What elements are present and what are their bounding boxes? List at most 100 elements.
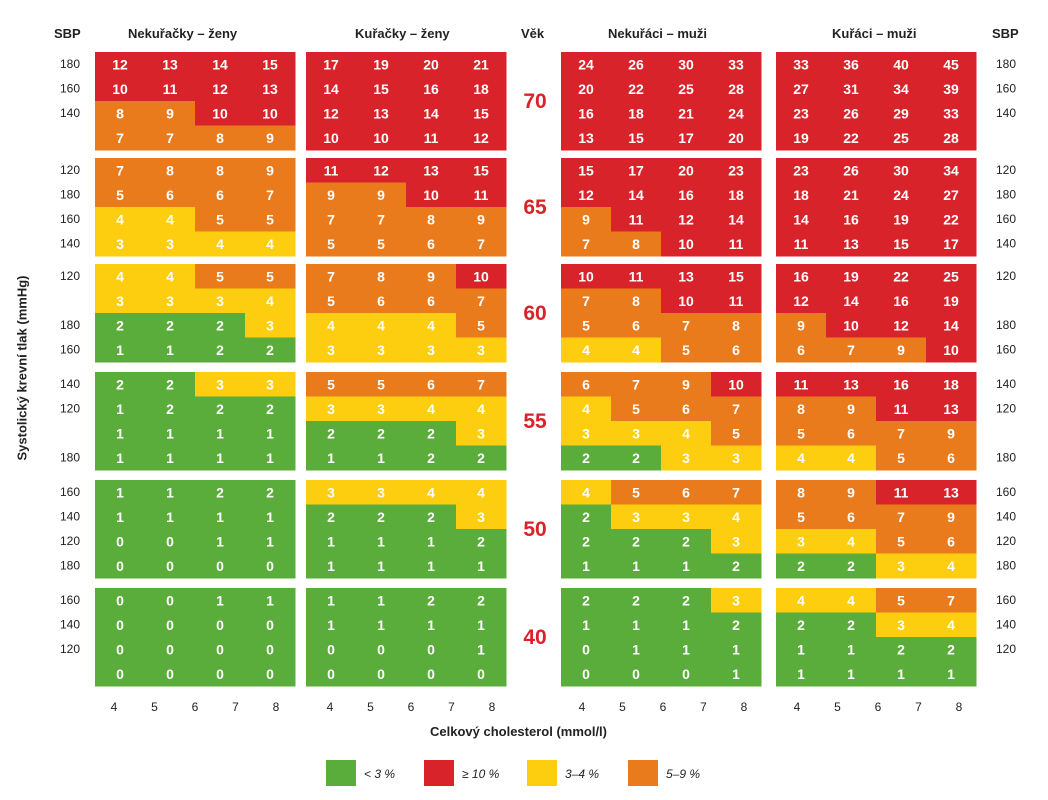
cholesterol-tick-label: 6 [408,700,415,714]
risk-cell [245,421,296,446]
risk-cell [245,504,296,530]
risk-cell [456,480,507,505]
risk-cell [826,231,877,257]
risk-cell [561,396,612,422]
risk-value-label: 1 [682,617,690,633]
risk-cell [356,182,407,208]
risk-cell [826,372,877,397]
risk-value-label: 0 [166,666,174,682]
risk-value-label: 1 [377,592,385,608]
risk-cell [661,158,712,183]
risk-value-label: 3 [377,342,385,358]
risk-cell [611,421,662,446]
risk-cell [711,231,762,257]
risk-value-label: 3 [682,450,690,466]
risk-value-label: 0 [216,641,224,657]
risk-cell [611,231,662,257]
risk-value-label: 4 [116,211,124,227]
risk-value-label: 16 [678,187,694,203]
risk-value-label: 1 [216,592,224,608]
risk-cell [356,372,407,397]
risk-cell [561,52,612,77]
risk-value-label: 5 [477,317,485,333]
risk-cell [776,372,827,397]
risk-value-label: 10 [843,317,859,333]
risk-value-label: 7 [582,293,590,309]
risk-value-label: 7 [682,317,690,333]
risk-value-label: 5 [377,236,385,252]
risk-value-label: 4 [582,401,590,417]
risk-cell [95,637,146,662]
risk-cell [95,158,146,183]
risk-cell [245,288,296,314]
risk-value-label: 33 [943,105,959,121]
risk-cell [95,421,146,446]
risk-value-label: 2 [166,376,174,392]
risk-value-label: 7 [477,293,485,309]
cholesterol-tick-label: 6 [875,700,882,714]
cholesterol-tick-label: 8 [273,700,280,714]
risk-cell [145,288,196,314]
risk-value-label: 26 [843,105,859,121]
risk-cell [306,661,357,687]
risk-value-label: 22 [893,268,909,284]
risk-value-label: 3 [732,592,740,608]
risk-cell [95,445,146,471]
risk-cell [661,313,712,338]
risk-value-label: 2 [682,533,690,549]
risk-cell [145,264,196,289]
risk-cell [611,553,662,579]
risk-cell [611,288,662,314]
risk-value-label: 0 [266,558,274,574]
risk-cell [876,421,927,446]
risk-value-label: 8 [216,130,224,146]
risk-cell [611,588,662,613]
risk-value-label: 23 [793,105,809,121]
risk-cell [711,288,762,314]
risk-cell [876,101,927,126]
risk-cell [406,158,457,183]
risk-value-label: 2 [427,509,435,525]
risk-cell [245,52,296,77]
risk-cell [306,125,357,151]
risk-value-label: 11 [729,293,744,309]
risk-cell [876,588,927,613]
risk-value-label: 8 [797,401,805,417]
risk-cell [661,661,712,687]
risk-value-label: 18 [943,376,959,392]
sbp-left-tick-label: 180 [60,57,80,71]
risk-cell [711,337,762,363]
risk-value-label: 3 [797,533,805,549]
risk-cell [306,231,357,257]
risk-cell [145,182,196,208]
risk-value-label: 1 [166,484,174,500]
cholesterol-tick-label: 5 [619,700,626,714]
risk-value-label: 16 [793,268,809,284]
risk-cell [611,52,662,77]
risk-value-label: 5 [327,236,335,252]
risk-cell [776,480,827,505]
risk-value-label: 14 [793,211,809,227]
risk-cell [661,445,712,471]
risk-value-label: 29 [893,105,909,121]
risk-cell [406,182,457,208]
risk-cell [145,207,196,232]
risk-value-label: 3 [732,450,740,466]
risk-value-label: 2 [477,450,485,466]
risk-cell [406,504,457,530]
risk-cell [145,313,196,338]
risk-value-label: 34 [943,162,959,178]
risk-value-label: 8 [116,105,124,121]
risk-cell [826,125,877,151]
risk-value-label: 19 [943,293,959,309]
risk-value-label: 25 [893,130,909,146]
risk-value-label: 3 [327,401,335,417]
risk-cell [245,76,296,102]
risk-cell [245,337,296,363]
risk-value-label: 8 [797,484,805,500]
risk-value-label: 0 [116,533,124,549]
risk-cell [876,313,927,338]
sbp-right-tick-label: 140 [996,377,1016,391]
risk-cell [826,504,877,530]
risk-cell [356,288,407,314]
